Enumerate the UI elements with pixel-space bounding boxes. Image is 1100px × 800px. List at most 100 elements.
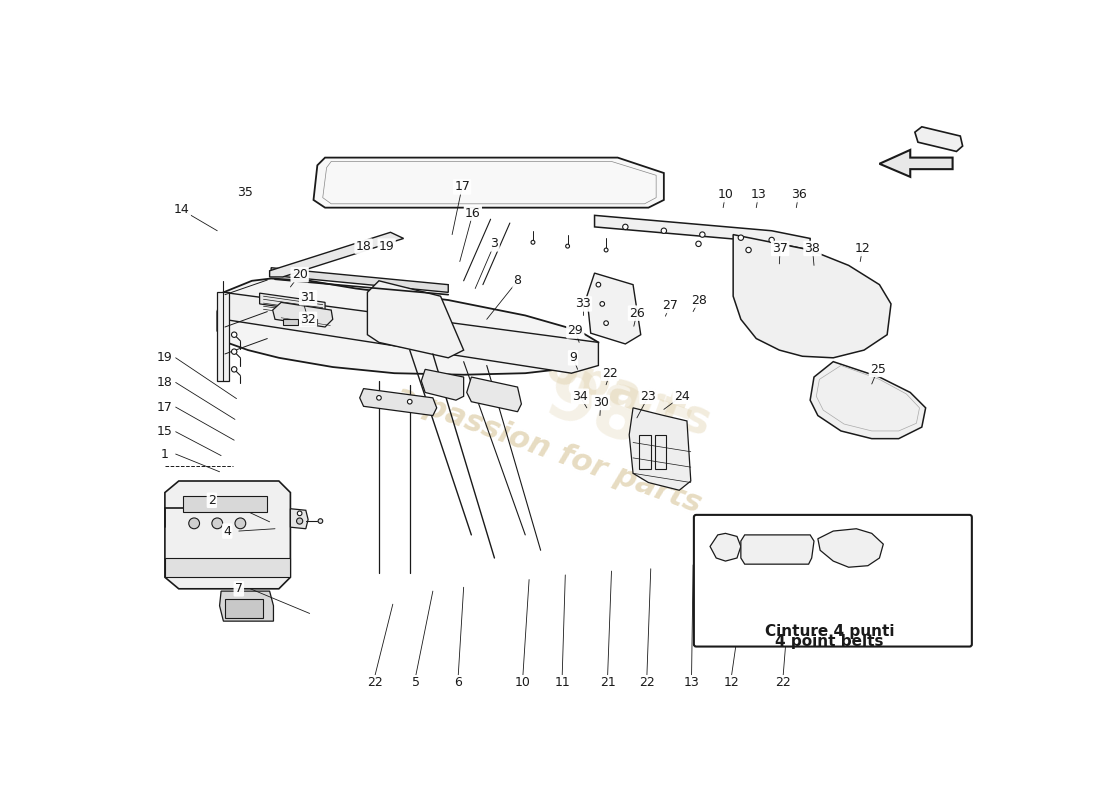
Text: 37: 37	[772, 242, 788, 255]
Polygon shape	[629, 408, 691, 490]
Text: 14: 14	[174, 203, 189, 217]
Bar	[283, 318, 298, 325]
Polygon shape	[271, 268, 449, 292]
Text: 36: 36	[791, 188, 806, 201]
Text: 9: 9	[569, 351, 576, 364]
Circle shape	[297, 511, 301, 516]
Circle shape	[235, 518, 245, 529]
Circle shape	[212, 518, 222, 529]
Text: 985: 985	[535, 362, 701, 478]
Text: 10: 10	[717, 188, 734, 201]
Text: 28: 28	[691, 294, 707, 306]
Circle shape	[231, 332, 236, 338]
Text: 20: 20	[292, 268, 308, 281]
Text: 12: 12	[724, 676, 739, 690]
Text: 19: 19	[156, 351, 172, 364]
Circle shape	[661, 228, 667, 234]
Text: 11: 11	[554, 676, 570, 690]
Text: 38: 38	[804, 242, 821, 255]
Text: 4 point belts: 4 point belts	[776, 634, 883, 649]
Text: 4: 4	[223, 525, 231, 538]
Bar	[717, 549, 732, 555]
Text: 27: 27	[662, 299, 678, 312]
Circle shape	[600, 302, 605, 306]
Text: 22: 22	[639, 676, 654, 690]
Polygon shape	[218, 292, 229, 381]
Circle shape	[746, 247, 751, 253]
Text: 31: 31	[300, 291, 316, 304]
Bar	[654, 435, 667, 470]
Text: 12: 12	[855, 242, 870, 255]
Polygon shape	[810, 362, 926, 438]
Polygon shape	[367, 281, 464, 358]
Bar	[183, 496, 267, 512]
Text: 35: 35	[236, 186, 253, 198]
Text: 5: 5	[411, 676, 420, 690]
Circle shape	[623, 224, 628, 230]
Bar	[639, 435, 651, 470]
Text: 13: 13	[684, 676, 700, 690]
Text: 24: 24	[673, 390, 690, 403]
Polygon shape	[218, 278, 598, 374]
Polygon shape	[587, 273, 640, 344]
Text: 19: 19	[378, 240, 395, 253]
Text: 26: 26	[629, 306, 645, 320]
Text: europarts: europarts	[456, 315, 717, 446]
Circle shape	[231, 366, 236, 372]
Text: 23: 23	[640, 390, 657, 403]
Polygon shape	[733, 234, 891, 358]
Text: 22: 22	[367, 676, 383, 690]
Bar	[224, 599, 264, 618]
Circle shape	[189, 518, 199, 529]
Polygon shape	[818, 529, 883, 567]
Text: 33: 33	[575, 298, 591, 310]
Text: a passion for parts: a passion for parts	[392, 381, 705, 519]
Polygon shape	[220, 591, 274, 621]
Text: 18: 18	[355, 240, 372, 253]
Circle shape	[604, 321, 608, 326]
Polygon shape	[165, 481, 290, 589]
Text: 25: 25	[870, 363, 886, 376]
Text: 21: 21	[600, 676, 616, 690]
Text: 6: 6	[454, 676, 462, 690]
FancyBboxPatch shape	[694, 515, 972, 646]
Text: 1: 1	[161, 447, 168, 461]
Bar	[301, 318, 318, 325]
Bar	[839, 540, 859, 548]
Text: 30: 30	[593, 396, 608, 409]
Text: 7: 7	[234, 582, 243, 595]
Circle shape	[376, 395, 382, 400]
Circle shape	[565, 244, 570, 248]
Polygon shape	[260, 293, 326, 313]
Polygon shape	[165, 558, 290, 578]
Polygon shape	[741, 535, 814, 564]
Text: 18: 18	[156, 376, 172, 389]
Polygon shape	[223, 292, 598, 373]
Bar	[751, 552, 774, 561]
Circle shape	[531, 240, 535, 244]
Text: 32: 32	[300, 313, 316, 326]
Text: 34: 34	[572, 390, 587, 403]
Circle shape	[407, 399, 412, 404]
Circle shape	[231, 349, 236, 354]
Text: 16: 16	[465, 206, 481, 219]
Polygon shape	[290, 509, 308, 529]
Bar	[783, 541, 799, 550]
Polygon shape	[466, 377, 521, 412]
Circle shape	[696, 241, 701, 246]
Polygon shape	[880, 150, 953, 177]
Text: Cinture 4 punti: Cinture 4 punti	[764, 624, 894, 638]
Circle shape	[596, 282, 601, 287]
Text: 13: 13	[750, 188, 767, 201]
Text: 17: 17	[156, 401, 172, 414]
Text: 10: 10	[515, 676, 531, 690]
Polygon shape	[711, 534, 741, 561]
Text: 22: 22	[602, 366, 618, 380]
Circle shape	[769, 238, 774, 242]
Polygon shape	[594, 215, 810, 250]
Circle shape	[604, 248, 608, 252]
Polygon shape	[421, 370, 464, 400]
Bar	[837, 550, 865, 559]
Text: 29: 29	[568, 324, 583, 338]
Circle shape	[297, 518, 302, 524]
